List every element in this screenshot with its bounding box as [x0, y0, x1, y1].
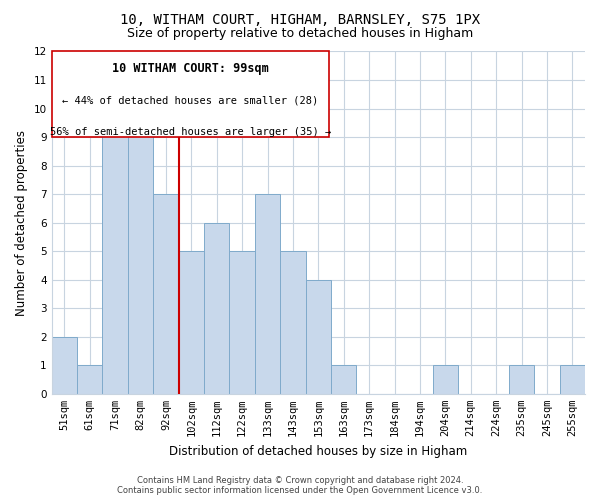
Bar	[128, 108, 153, 394]
Bar	[153, 194, 179, 394]
Text: Contains public sector information licensed under the Open Government Licence v3: Contains public sector information licen…	[118, 486, 482, 495]
Text: 56% of semi-detached houses are larger (35) →: 56% of semi-detached houses are larger (…	[50, 127, 331, 137]
X-axis label: Distribution of detached houses by size in Higham: Distribution of detached houses by size …	[169, 444, 467, 458]
Bar	[280, 251, 305, 394]
Bar	[103, 108, 128, 394]
Bar	[331, 366, 356, 394]
Text: Contains HM Land Registry data © Crown copyright and database right 2024.: Contains HM Land Registry data © Crown c…	[137, 476, 463, 485]
Bar	[77, 366, 103, 394]
Bar	[52, 337, 77, 394]
Text: 10, WITHAM COURT, HIGHAM, BARNSLEY, S75 1PX: 10, WITHAM COURT, HIGHAM, BARNSLEY, S75 …	[120, 12, 480, 26]
Y-axis label: Number of detached properties: Number of detached properties	[15, 130, 28, 316]
Text: ← 44% of detached houses are smaller (28): ← 44% of detached houses are smaller (28…	[62, 96, 319, 106]
Text: 10 WITHAM COURT: 99sqm: 10 WITHAM COURT: 99sqm	[112, 62, 269, 75]
Bar	[560, 366, 585, 394]
Bar	[305, 280, 331, 394]
Bar	[204, 222, 229, 394]
Bar	[229, 251, 255, 394]
Bar	[509, 366, 534, 394]
Bar	[179, 251, 204, 394]
Bar	[255, 194, 280, 394]
Bar	[433, 366, 458, 394]
Text: Size of property relative to detached houses in Higham: Size of property relative to detached ho…	[127, 28, 473, 40]
FancyBboxPatch shape	[52, 52, 329, 137]
